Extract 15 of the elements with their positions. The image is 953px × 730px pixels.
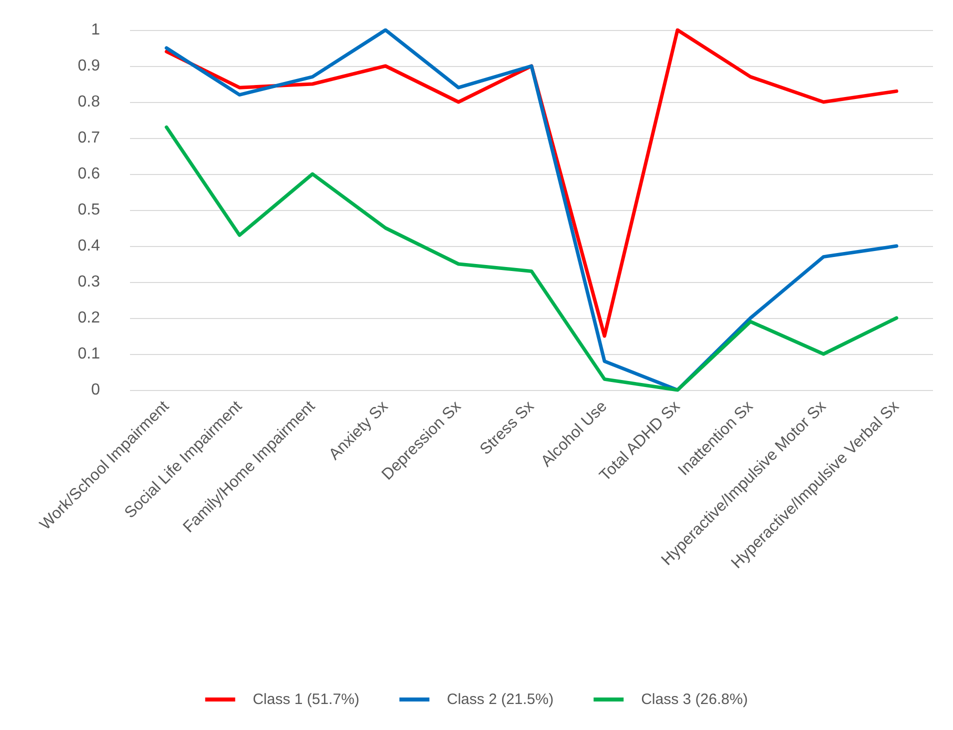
- y-tick-label: 0.7: [78, 130, 100, 146]
- y-tick-label: 0.6: [78, 166, 100, 182]
- y-tick-label: 0.2: [78, 310, 100, 326]
- y-tick-label: 0.9: [78, 58, 100, 74]
- legend-label: Class 2 (21.5%): [446, 691, 554, 708]
- y-tick-label: 0.5: [78, 202, 100, 218]
- legend-label: Class 1 (51.7%): [252, 691, 360, 708]
- y-tick-label: 0.3: [78, 274, 100, 290]
- y-tick-label: 0.8: [78, 94, 100, 110]
- y-tick-label: 0.1: [78, 346, 100, 362]
- line-series: [164, 125, 898, 392]
- y-tick-label: 1: [91, 22, 100, 38]
- y-tick-label: 0: [91, 382, 100, 398]
- legend-label: Class 3 (26.8%): [641, 691, 748, 708]
- y-tick-label: 0.4: [78, 238, 100, 254]
